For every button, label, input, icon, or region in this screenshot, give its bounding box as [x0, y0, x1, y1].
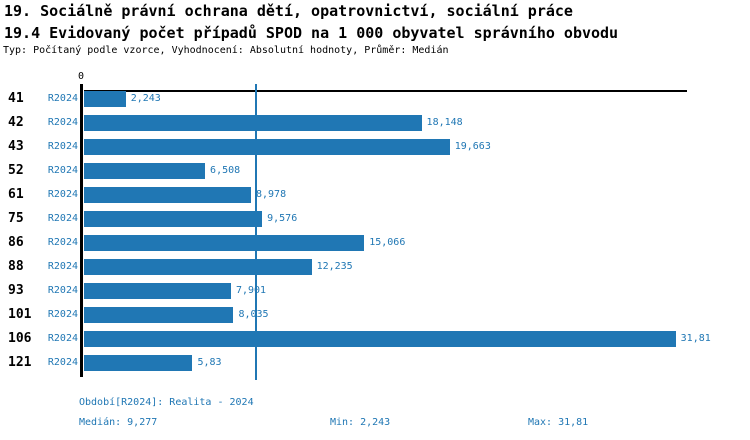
chart-row: 75 R2024 9,576	[0, 211, 750, 227]
bar	[84, 211, 263, 227]
median-stat-label: Medián: 9,277	[79, 417, 158, 428]
bar	[84, 283, 231, 299]
y-axis-line	[80, 84, 83, 377]
row-series-label: R2024	[47, 261, 78, 272]
bar	[84, 187, 251, 203]
bar-value-label: 15,066	[369, 237, 406, 248]
bar-value-label: 2,243	[130, 93, 161, 104]
row-series-label: R2024	[47, 189, 78, 200]
row-series-label: R2024	[47, 93, 78, 104]
bar	[84, 139, 450, 155]
row-series-label: R2024	[47, 357, 78, 368]
row-category-label: 43	[8, 139, 24, 154]
chart-row: 88 R2024 12,235	[0, 259, 750, 275]
bar-value-label: 18,148	[426, 117, 463, 128]
bar-value-label: 8,978	[255, 189, 287, 200]
bar	[84, 331, 676, 347]
bar-value-label: 6,508	[210, 165, 241, 176]
row-series-label: R2024	[47, 285, 78, 296]
bar-value-label: 31,81	[680, 333, 711, 344]
bar	[84, 235, 365, 251]
min-stat-label: Min: 2,243	[330, 417, 391, 428]
bar	[84, 307, 234, 323]
row-category-label: 93	[8, 283, 24, 298]
chart-title: 19.4 Evidovaný počet případů SPOD na 1 0…	[4, 24, 619, 42]
row-category-label: 41	[8, 91, 24, 106]
chart-row: 101 R2024 8,035	[0, 307, 750, 323]
row-category-label: 101	[8, 307, 32, 322]
bar-value-label: 7,901	[235, 285, 267, 296]
chart-row: 43 R2024 19,663	[0, 139, 750, 155]
chart-row: 106 R2024 31,81	[0, 331, 750, 347]
row-category-label: 86	[8, 235, 24, 250]
bar-value-label: 9,576	[267, 213, 298, 224]
x-axis-zero-tick: 0	[77, 71, 85, 82]
row-category-label: 42	[8, 115, 24, 130]
bar	[84, 355, 193, 371]
row-series-label: R2024	[47, 213, 78, 224]
row-series-label: R2024	[47, 117, 78, 128]
bar	[84, 259, 312, 275]
row-category-label: 121	[8, 355, 32, 370]
row-series-label: R2024	[47, 309, 78, 320]
row-category-label: 61	[8, 187, 24, 202]
bar-value-label: 5,83	[197, 357, 222, 368]
chart-subtitle: Typ: Počítaný podle vzorce, Vyhodnocení:…	[3, 45, 449, 56]
bar-value-label: 8,035	[238, 309, 269, 320]
row-category-label: 106	[8, 331, 32, 346]
bar-value-label: 12,235	[316, 261, 353, 272]
bar	[84, 115, 422, 131]
chart-row: 52 R2024 6,508	[0, 163, 750, 179]
row-series-label: R2024	[47, 141, 78, 152]
chart-row: 86 R2024 15,066	[0, 235, 750, 251]
chart-row: 121 R2024 5,83	[0, 355, 750, 371]
period-label: Období[R2024]: Realita - 2024	[79, 397, 254, 408]
chart-row: 42 R2024 18,148	[0, 115, 750, 131]
row-category-label: 88	[8, 259, 24, 274]
bar	[84, 91, 126, 107]
row-series-label: R2024	[47, 237, 78, 248]
row-series-label: R2024	[47, 333, 78, 344]
row-category-label: 75	[8, 211, 24, 226]
row-category-label: 52	[8, 163, 24, 178]
bar	[84, 163, 206, 179]
max-stat-label: Max: 31,81	[528, 417, 589, 428]
x-axis-line	[84, 90, 687, 92]
chart-row: 41 R2024 2,243	[0, 91, 750, 107]
chart-row: 61 R2024 8,978	[0, 187, 750, 203]
chart-row: 93 R2024 7,901	[0, 283, 750, 299]
row-series-label: R2024	[47, 165, 78, 176]
bar-value-label: 19,663	[454, 141, 491, 152]
page-title: 19. Sociálně právní ochrana dětí, opatro…	[4, 2, 573, 20]
median-line	[254, 84, 257, 380]
